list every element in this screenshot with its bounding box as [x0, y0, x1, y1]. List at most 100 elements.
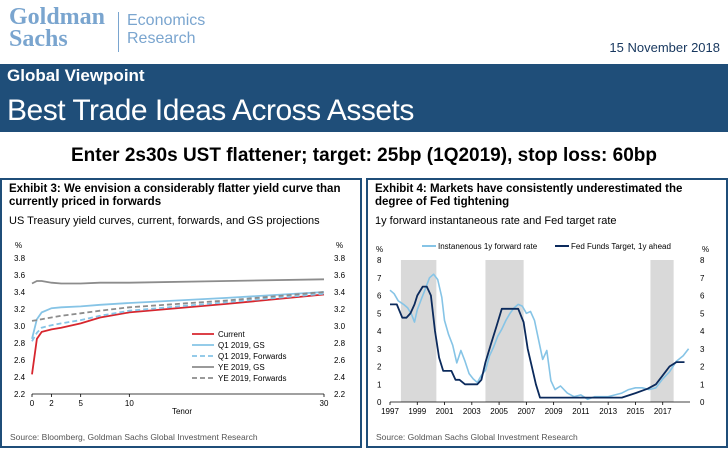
y-tick-label-right: 3.0 [334, 322, 346, 331]
logo-divider [118, 12, 119, 52]
x-tick-label: 2009 [545, 407, 563, 416]
series-line-2 [31, 291, 325, 340]
legend-box-1 [420, 240, 540, 253]
exhibit-3-source: Source: Bloomberg, Goldman Sachs Global … [10, 432, 258, 442]
y-tick-label-right: 2.4 [334, 373, 346, 382]
x-tick-label: 2015 [627, 407, 645, 416]
trade-headline-text: Enter 2s30s UST flattener; target: 25bp … [70, 145, 657, 166]
y-tick-label-left: 1 [377, 380, 382, 389]
x-tick-label: 2005 [490, 407, 508, 416]
series-line-2 [390, 285, 685, 399]
report-title: Best Trade Ideas Across Assets [7, 94, 414, 127]
x-tick-label: 2003 [463, 407, 481, 416]
logo-line-2: Sachs [9, 26, 68, 52]
y-tick-label-left: 7 [377, 274, 382, 283]
legend-label-1: Current [218, 330, 245, 339]
y-tick-label-right: 2.8 [334, 339, 346, 348]
y-tick-label-right: 1 [700, 380, 705, 389]
y-tick-label-left: 2.6 [14, 356, 26, 365]
y-tick-label-left: 3 [377, 345, 382, 354]
x-axis-label: Tenor [172, 407, 192, 416]
y-tick-label-right: 3.4 [334, 288, 346, 297]
x-tick-label: 5 [78, 399, 83, 408]
title-band: Global Viewpoint Best Trade Ideas Across… [0, 64, 728, 132]
series-kicker: Global Viewpoint [7, 66, 145, 85]
series-line-4 [31, 278, 325, 285]
y-tick-label-left: 8 [377, 256, 382, 265]
legend-label-2: Q1 2019, GS [218, 341, 265, 350]
report-date: 15 November 2018 [609, 40, 720, 55]
y-tick-label-right: 3 [700, 345, 705, 354]
logo-line-1: Goldman [9, 4, 106, 30]
shaded-period-1 [400, 260, 437, 402]
y-tick-label-right: 2.2 [334, 390, 346, 399]
y-tick-label-left: 4 [377, 327, 382, 336]
y-tick-label-left: 2.2 [14, 390, 26, 399]
legend-box-2 [553, 240, 679, 253]
series-line-1 [31, 293, 325, 375]
y-axis-unit-right: % [702, 245, 709, 254]
y-tick-label-right: 2 [700, 363, 705, 372]
x-tick-label: 30 [320, 399, 329, 408]
y-tick-label-left: 2.4 [14, 373, 26, 382]
y-tick-label-left: 3.8 [14, 254, 26, 263]
y-tick-label-right: 0 [700, 398, 705, 407]
y-tick-label-right: 2.6 [334, 356, 346, 365]
y-tick-label-right: 5 [700, 309, 705, 318]
y-tick-label-left: 3.4 [14, 288, 26, 297]
x-tick-label: 0 [30, 399, 35, 408]
y-tick-label-right: 3.8 [334, 254, 346, 263]
exhibit-3-panel: Exhibit 3: We envision a considerably fl… [0, 178, 362, 448]
y-tick-label-left: 2.8 [14, 339, 26, 348]
legend-label-4: YE 2019, GS [218, 363, 265, 372]
series-line-3 [31, 292, 325, 342]
y-tick-label-right: 4 [700, 327, 705, 336]
y-tick-label-right: 8 [700, 256, 705, 265]
dept-line-2: Research [127, 30, 196, 47]
x-tick-label: 1997 [381, 407, 399, 416]
y-tick-label-left: 2 [377, 363, 382, 372]
exhibit-4-chart: % % 0 0 1 1 2 2 3 3 4 4 5 5 6 6 7 7 8 8 1997 1999 2001 2003 2005… [376, 240, 709, 416]
y-axis-unit-left: % [376, 245, 383, 254]
legend-label-1: Instanenous 1y forward rate [438, 242, 538, 251]
x-tick-label: 2013 [599, 407, 617, 416]
trade-headline: Enter 2s30s UST flattener; target: 25bp … [0, 134, 728, 178]
exhibit-4-source: Source: Goldman Sachs Global Investment … [376, 432, 578, 442]
y-axis-unit-right: % [336, 241, 343, 250]
exhibit-4-subtitle: 1y forward instantaneous rate and Fed ta… [375, 215, 617, 227]
x-tick-label: 2011 [572, 407, 590, 416]
dept-line-1: Economics [127, 12, 206, 29]
x-tick-label: 2 [49, 399, 54, 408]
series-line-5 [31, 291, 325, 322]
y-tick-label-left: 0 [377, 398, 382, 407]
shaded-period-3 [650, 260, 674, 402]
y-tick-label-left: 6 [377, 292, 382, 301]
exhibit-3-subtitle: US Treasury yield curves, current, forwa… [9, 215, 320, 227]
x-tick-label: 1999 [408, 407, 426, 416]
legend-label-5: YE 2019, Forwards [218, 374, 286, 383]
y-tick-label-left: 3.2 [14, 305, 26, 314]
exhibit-3-chart: % % 2.2 2.2 2.4 2.4 2.6 2.6 2.8 2.8 3.0 3.0 3.2 3.2 3.… [14, 241, 346, 416]
y-tick-label-right: 3.6 [334, 271, 346, 280]
department-label: Economics Research [127, 12, 205, 48]
y-axis-unit-left: % [15, 241, 22, 250]
report-header: Goldman Sachs Economics Research 15 Nove… [0, 0, 728, 62]
series-line-1 [389, 273, 690, 401]
y-tick-label-left: 5 [377, 309, 382, 318]
y-tick-label-right: 3.2 [334, 305, 346, 314]
y-tick-label-right: 6 [700, 292, 705, 301]
legend-label-3: Q1 2019, Forwards [218, 352, 286, 361]
legend-label-2: Fed Funds Target, 1y ahead [571, 242, 671, 251]
shaded-period-2 [485, 260, 524, 402]
x-tick-label: 2001 [436, 407, 454, 416]
y-tick-label-right: 7 [700, 274, 705, 283]
x-tick-label: 2017 [654, 407, 672, 416]
goldman-sachs-logo: Goldman Sachs [9, 4, 106, 52]
exhibit-3-title: Exhibit 3: We envision a considerably fl… [9, 183, 341, 208]
exhibit-4-title: Exhibit 4: Markets have consistently und… [375, 183, 683, 208]
y-tick-label-left: 3.0 [14, 322, 26, 331]
exhibit-4-panel: Exhibit 4: Markets have consistently und… [366, 178, 728, 448]
y-tick-label-left: 3.6 [14, 271, 26, 280]
x-tick-label: 10 [125, 399, 134, 408]
x-tick-label: 2007 [517, 407, 535, 416]
